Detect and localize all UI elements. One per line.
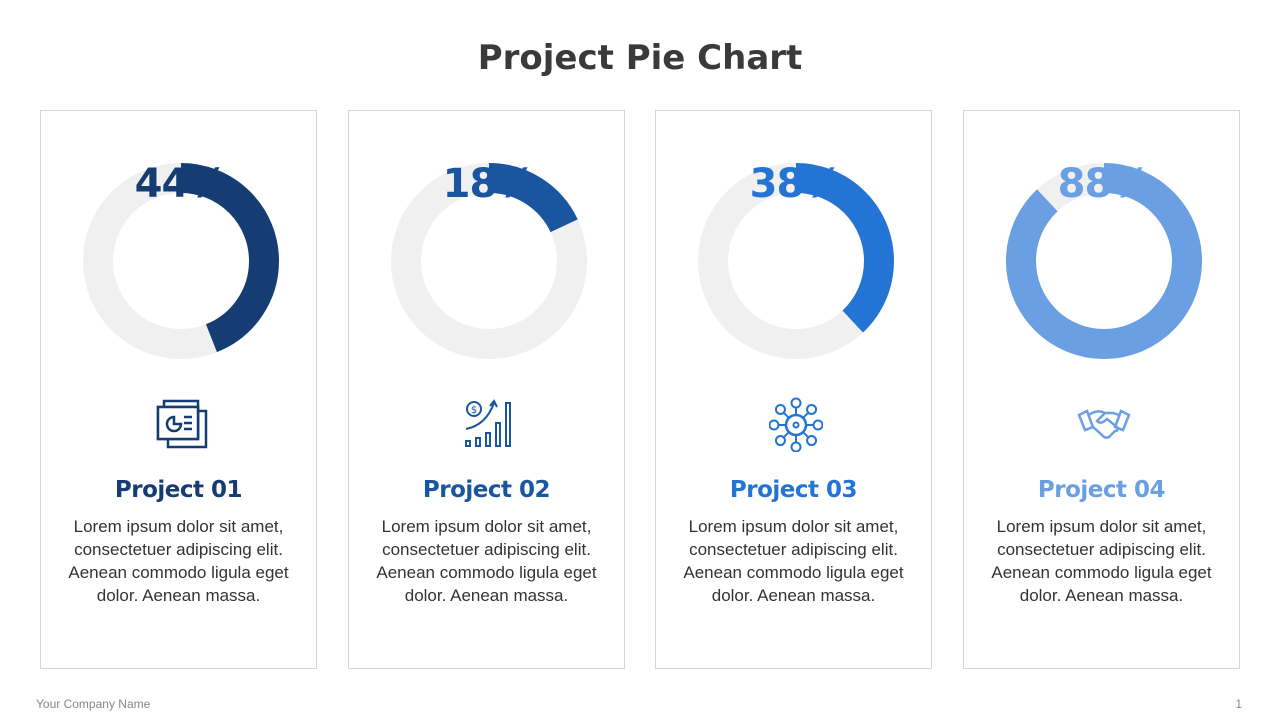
project-card: 44% Project 01 Lorem ipsum dolor sit ame… [40,110,317,669]
project-name: Project 04 [1037,477,1166,503]
project-card: 18% $ Project 02 Lorem ipsum dolor sit a… [348,110,625,669]
donut-chart [698,163,894,359]
donut-chart [83,163,279,359]
project-card: 38% Project 03 Lorem ipsum dolor sit ame… [655,110,932,669]
project-name: Project 02 [422,477,551,503]
donut-slice [1006,163,1202,359]
donut-chart [1006,163,1202,359]
presentation-chart-icon [156,399,208,449]
percent-label: 88% [1057,161,1152,207]
money-growth-icon: $ [465,399,511,447]
donut-slice [391,163,587,359]
project-description: Lorem ipsum dolor sit amet, consectetuer… [376,517,597,605]
project-name: Project 03 [729,477,858,503]
percent-label: 44% [134,161,229,207]
donut-chart [391,163,587,359]
footer-company: Your Company Name [36,697,151,711]
project-card: 88% Project 04 Lorem ipsum dolor sit ame… [963,110,1240,669]
network-hub-icon [769,397,823,452]
project-description: Lorem ipsum dolor sit amet, consectetuer… [68,517,289,605]
donut-slice [83,163,279,359]
page-title: Project Pie Chart [477,38,803,78]
donut-slice [698,163,894,359]
project-description: Lorem ipsum dolor sit amet, consectetuer… [683,517,904,605]
project-name: Project 01 [114,477,243,503]
svg-text:$: $ [471,405,477,416]
percent-label: 18% [442,161,537,207]
percent-label: 38% [749,161,844,207]
page-number: 1 [1235,697,1242,711]
project-description: Lorem ipsum dolor sit amet, consectetuer… [991,517,1212,605]
handshake-icon [1077,409,1131,439]
